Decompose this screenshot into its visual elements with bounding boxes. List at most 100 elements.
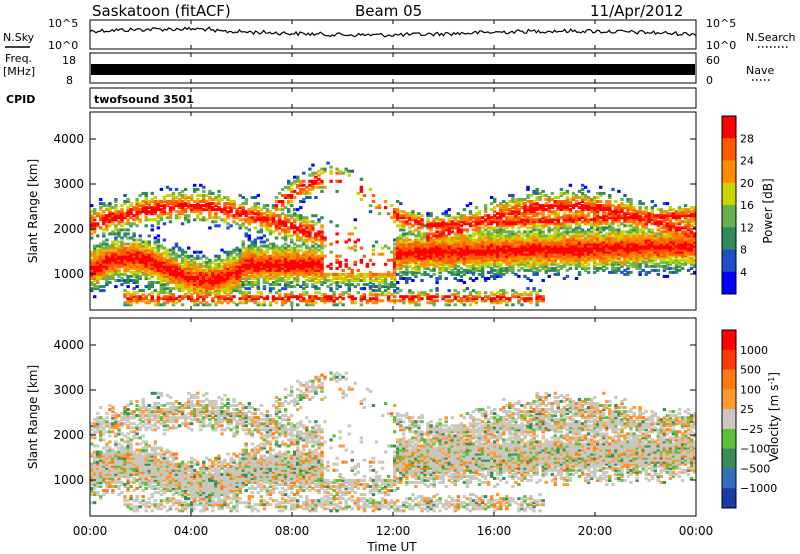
power-cell <box>196 297 200 301</box>
power-cell <box>171 274 176 278</box>
power-cell <box>135 202 139 206</box>
power-cell <box>520 297 524 301</box>
power-cell <box>262 266 267 270</box>
power-cell <box>144 208 148 212</box>
power-cell <box>111 264 115 268</box>
power-cell <box>568 266 573 270</box>
power-cell <box>417 232 421 236</box>
power-cell <box>411 272 415 276</box>
power-cell <box>544 248 548 252</box>
power-cell <box>293 220 297 224</box>
power-cell <box>417 291 421 295</box>
power-cell <box>335 272 339 276</box>
power-cell <box>141 240 145 244</box>
power-cell <box>247 266 251 270</box>
power-cell <box>435 246 439 250</box>
power-cell <box>250 250 254 254</box>
power-cell <box>471 224 476 228</box>
power-cell <box>147 268 151 272</box>
power-cell <box>229 224 233 228</box>
power-cell <box>535 272 539 276</box>
power-cell <box>229 274 233 278</box>
power-cell <box>435 252 439 256</box>
power-cell <box>235 264 239 268</box>
power-cell <box>211 281 215 284</box>
power-cell <box>420 238 424 242</box>
power-cell <box>193 299 197 303</box>
power-cell <box>559 246 564 250</box>
power-cell <box>320 256 324 260</box>
power-cell <box>244 274 248 278</box>
power-cell <box>480 299 485 303</box>
power-cell <box>268 246 273 250</box>
power-cell <box>235 287 239 291</box>
power-cell <box>523 238 527 242</box>
power-cell <box>132 258 136 262</box>
power-cell <box>244 198 248 201</box>
power-cell <box>408 254 412 258</box>
power-cell <box>132 295 136 299</box>
power-cell <box>362 283 367 287</box>
power-cell <box>259 250 264 254</box>
power-cell <box>314 301 318 305</box>
power-cell <box>562 220 567 224</box>
power-cell <box>193 262 197 266</box>
power-cell <box>150 264 154 268</box>
power-cell <box>177 283 182 287</box>
power-cell <box>396 212 400 216</box>
power-cell <box>544 250 548 254</box>
power-cell <box>547 228 551 232</box>
power-cell <box>417 222 421 226</box>
power-cell <box>199 274 203 278</box>
power-cell <box>599 246 603 250</box>
power-cell <box>314 268 318 272</box>
power-cell <box>156 293 161 297</box>
power-cell <box>583 256 588 260</box>
power-cell <box>529 222 533 226</box>
power-cell <box>244 272 248 276</box>
power-cell <box>474 248 479 252</box>
power-cell <box>429 289 433 293</box>
power-cell <box>141 272 145 276</box>
power-cell <box>205 264 209 268</box>
power-cell <box>253 244 257 248</box>
power-cell <box>129 216 133 220</box>
power-cell <box>296 177 300 181</box>
power-cell <box>93 262 97 266</box>
power-cell <box>177 289 182 293</box>
power-cell <box>547 266 551 270</box>
power-cell <box>199 250 203 254</box>
power-cell <box>450 236 454 240</box>
power-cell <box>165 279 170 282</box>
power-cell <box>277 220 282 224</box>
power-cell <box>305 226 309 230</box>
power-cell <box>256 274 260 278</box>
power-cell <box>432 295 436 299</box>
power-cell <box>468 264 473 268</box>
power-cell <box>293 264 297 268</box>
power-cell <box>517 299 521 303</box>
power-cell <box>168 295 173 299</box>
power-cell <box>435 244 439 248</box>
power-cell <box>490 299 494 303</box>
power-cell <box>347 283 351 287</box>
power-cell <box>590 256 594 260</box>
power-cell <box>359 258 364 262</box>
power-cell <box>583 250 588 254</box>
power-cell <box>193 264 197 268</box>
power-cell <box>414 248 418 252</box>
power-cell <box>232 258 236 262</box>
power-cell <box>353 277 357 280</box>
power-cell <box>511 220 515 224</box>
power-cell <box>162 250 167 254</box>
power-cell <box>162 291 167 295</box>
power-cell <box>150 218 154 222</box>
power-cell <box>123 260 127 264</box>
power-cell <box>562 222 567 226</box>
power-cell <box>377 206 382 210</box>
power-cell <box>147 293 151 297</box>
nave-label: Nave <box>746 64 774 77</box>
power-cell <box>320 226 324 230</box>
power-cell <box>471 228 476 232</box>
power-cell <box>123 246 127 250</box>
